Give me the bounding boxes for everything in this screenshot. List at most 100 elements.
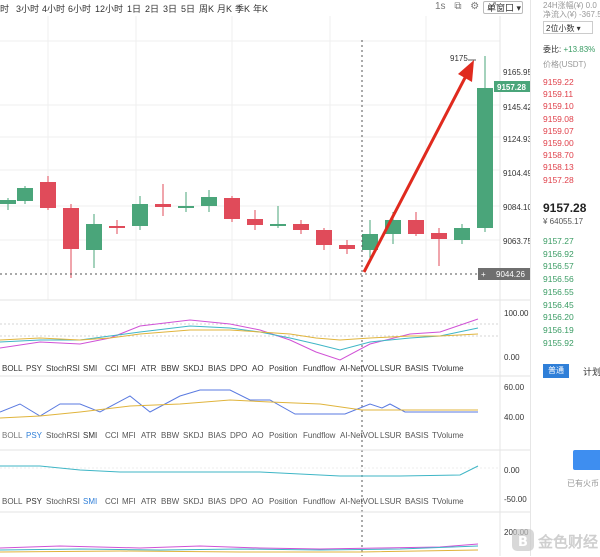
indicator-tab[interactable]: TVolume — [432, 497, 464, 506]
timeframe-3h[interactable]: 3小时 — [16, 4, 40, 14]
trend-arrow-head — [458, 60, 474, 82]
bid-price[interactable]: 9157.27 — [543, 236, 574, 246]
tab-normal[interactable]: 普通 — [543, 364, 569, 378]
indicator-tab[interactable]: AI-NetVOL — [340, 364, 379, 373]
indicator-tab[interactable]: DPO — [230, 497, 248, 506]
bid-price[interactable]: 9156.45 — [543, 299, 574, 310]
timeframe-5d[interactable]: 5日 — [181, 4, 196, 14]
indicator-tab[interactable]: TVolume — [432, 431, 464, 440]
indicator-tab[interactable]: DPO — [230, 364, 248, 373]
indicator-icon[interactable]: ⧉ — [454, 1, 462, 12]
indicator-tab[interactable]: PSY — [26, 364, 43, 373]
crosshair-plus: + — [481, 270, 486, 279]
indicator-tab[interactable]: BOLL — [2, 497, 23, 506]
indicator-tab[interactable]: BIAS — [208, 364, 227, 373]
indicator-tab[interactable]: BOLL — [2, 364, 23, 373]
indicator-tab[interactable]: StochRSI — [46, 364, 80, 373]
fullscreen-icon[interactable]: ⤢ — [488, 1, 497, 12]
indicator-tab[interactable]: BBW — [161, 431, 180, 440]
indicator-tab[interactable]: PSY — [26, 497, 43, 506]
tab-plan[interactable]: 计划 — [583, 367, 600, 377]
indicator-tab[interactable]: CCI — [105, 364, 119, 373]
indicator-tab[interactable]: ATR — [141, 431, 157, 440]
timeframe-6h[interactable]: 6小时 — [68, 4, 92, 14]
decimal-select[interactable]: 2位小数 ▾ — [543, 21, 593, 34]
indicator-tab[interactable]: LSUR — [380, 431, 402, 440]
indicator-tab[interactable]: Fundflow — [303, 431, 336, 440]
ask-price[interactable]: 9159.22 — [543, 77, 574, 87]
indicator-tab[interactable]: MFI — [122, 497, 136, 506]
indicator-tab[interactable]: AO — [252, 364, 264, 373]
indicator-tab[interactable]: BBW — [161, 497, 180, 506]
indicator-tab[interactable]: DPO — [230, 431, 248, 440]
indicator-tab[interactable]: ATR — [141, 364, 157, 373]
timeframe-year[interactable]: 年K — [253, 4, 269, 14]
indicator-tab[interactable]: BIAS — [208, 497, 227, 506]
indicator-tab[interactable]: AO — [252, 497, 264, 506]
bid-price[interactable]: 9156.57 — [543, 261, 574, 272]
ask-price[interactable]: 9159.11 — [543, 89, 574, 100]
timeframe-hour[interactable]: 时 — [0, 4, 10, 14]
ask-price[interactable]: 9158.13 — [543, 162, 574, 173]
timeframe-3d[interactable]: 3日 — [163, 4, 178, 14]
timeframe-quarter[interactable]: 季K — [235, 4, 251, 14]
indicator-tab[interactable]: CCI — [105, 497, 119, 506]
bid-price[interactable]: 9156.19 — [543, 324, 574, 335]
indicator-tab[interactable]: AI-NetVOL — [340, 497, 379, 506]
indicator-tab[interactable]: Position — [269, 431, 298, 440]
indicator-2-tick: 60.00 — [504, 383, 525, 392]
bid-price[interactable]: 9156.55 — [543, 286, 574, 297]
ask-price[interactable]: 9157.28 — [543, 174, 574, 185]
indicator-tab[interactable]: StochRSI — [46, 497, 80, 506]
kline-chart[interactable]: 9175 9165.95 9145.42 9124.93 9104.49 908… — [0, 16, 530, 556]
last-price: 9157.28 — [543, 201, 587, 215]
indicator-tab[interactable]: BASIS — [405, 497, 429, 506]
indicator-tab[interactable]: CCI — [105, 431, 119, 440]
indicator-tab[interactable]: SKDJ — [183, 431, 204, 440]
timeframe-2d[interactable]: 2日 — [145, 4, 160, 14]
ask-price[interactable]: 9158.70 — [543, 150, 574, 161]
indicator-tab[interactable]: BIAS — [208, 431, 227, 440]
indicator-tab[interactable]: SKDJ — [183, 364, 204, 373]
ask-price[interactable]: 9159.10 — [543, 101, 574, 112]
ask-price[interactable]: 9159.08 — [543, 113, 574, 124]
indicator-tab[interactable]: LSUR — [380, 497, 402, 506]
indicator-tab[interactable]: Fundflow — [303, 364, 336, 373]
candle-body — [270, 224, 286, 226]
indicator-tab[interactable]: ATR — [141, 497, 157, 506]
bid-price[interactable]: 9155.92 — [543, 337, 574, 348]
indicator-tab[interactable]: MFI — [122, 431, 136, 440]
window-select[interactable]: 单窗口 ▾ — [483, 1, 523, 14]
timeframe-4h[interactable]: 4小时 — [42, 4, 66, 14]
indicator-tab[interactable]: TVolume — [432, 364, 464, 373]
bid-price[interactable]: 9156.92 — [543, 248, 574, 259]
interval-label[interactable]: 1s — [435, 1, 446, 12]
timeframe-1d[interactable]: 1日 — [127, 4, 142, 14]
indicator-tab[interactable]: SKDJ — [183, 497, 204, 506]
indicator-tab[interactable]: LSUR — [380, 364, 402, 373]
indicator-tab[interactable]: SMI — [83, 497, 98, 506]
indicator-tab[interactable]: Position — [269, 497, 298, 506]
bid-price[interactable]: 9156.56 — [543, 274, 574, 285]
timeframe-week[interactable]: 周K — [199, 4, 215, 14]
ask-price[interactable]: 9159.07 — [543, 125, 574, 136]
indicator-tab[interactable]: MFI — [122, 364, 136, 373]
indicator-tab[interactable]: BASIS — [405, 431, 429, 440]
ask-price[interactable]: 9159.00 — [543, 138, 574, 148]
bid-price[interactable]: 9156.20 — [543, 312, 574, 323]
indicator-tab[interactable]: AI-NetVOL — [340, 431, 379, 440]
indicator-tab[interactable]: AO — [252, 431, 264, 440]
indicator-tab[interactable]: SMI — [83, 364, 98, 373]
action-button[interactable] — [573, 450, 600, 470]
indicator-tab[interactable]: Fundflow — [303, 497, 336, 506]
timeframe-12h[interactable]: 12小时 — [95, 4, 124, 14]
indicator-tab[interactable]: PSY — [26, 431, 43, 440]
indicator-tab[interactable]: BBW — [161, 364, 180, 373]
indicator-tab[interactable]: StochRSI — [46, 431, 80, 440]
timeframe-month[interactable]: 月K — [217, 4, 233, 14]
indicator-tab[interactable]: SMI — [83, 431, 98, 440]
indicator-tab[interactable]: BOLL — [2, 431, 23, 440]
indicator-tab[interactable]: Position — [269, 364, 298, 373]
settings-icon[interactable]: ⚙ — [470, 1, 480, 12]
indicator-tab[interactable]: BASIS — [405, 364, 429, 373]
